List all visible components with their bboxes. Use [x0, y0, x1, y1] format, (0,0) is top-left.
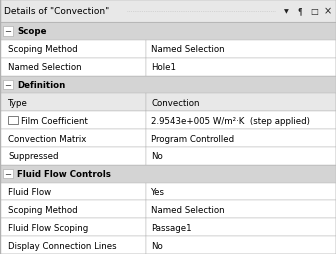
Text: Fluid Flow: Fluid Flow — [8, 187, 51, 196]
Bar — [146, 58, 336, 76]
Bar — [0, 58, 146, 76]
Text: −: − — [5, 169, 12, 179]
Bar — [0, 183, 146, 201]
Text: No: No — [151, 152, 163, 161]
Text: 2.9543e+005 W/m²·K  (step applied): 2.9543e+005 W/m²·K (step applied) — [151, 116, 310, 125]
Text: Convection Matrix: Convection Matrix — [8, 134, 86, 143]
Text: ¶: ¶ — [298, 7, 302, 16]
Text: Yes: Yes — [151, 187, 165, 196]
Bar — [0, 147, 146, 165]
Text: Details of "Convection": Details of "Convection" — [4, 7, 109, 16]
Bar — [0, 218, 146, 236]
Bar — [146, 201, 336, 218]
Bar — [146, 41, 336, 58]
Text: Convection: Convection — [151, 98, 200, 107]
Text: −: − — [5, 27, 12, 36]
Bar — [0, 130, 146, 147]
Bar — [0, 23, 336, 41]
Bar — [146, 183, 336, 201]
Text: ▼: ▼ — [284, 9, 288, 14]
Text: Fluid Flow Scoping: Fluid Flow Scoping — [8, 223, 88, 232]
Text: Scope: Scope — [17, 27, 47, 36]
Bar — [8, 116, 18, 125]
Text: Named Selection: Named Selection — [8, 63, 82, 72]
Bar — [0, 41, 146, 58]
Text: ×: × — [324, 6, 332, 17]
Bar — [0, 0, 336, 23]
Text: Display Connection Lines: Display Connection Lines — [8, 241, 117, 250]
Text: Film Coefficient: Film Coefficient — [21, 116, 88, 125]
Text: Scoping Method: Scoping Method — [8, 45, 78, 54]
Bar — [0, 165, 336, 183]
Bar — [0, 236, 146, 254]
Text: −: − — [5, 81, 12, 90]
Text: Suppressed: Suppressed — [8, 152, 58, 161]
Bar — [3, 81, 13, 90]
Bar — [0, 76, 336, 94]
Bar — [0, 94, 146, 112]
Bar — [146, 94, 336, 112]
Text: □: □ — [310, 7, 318, 16]
Text: No: No — [151, 241, 163, 250]
Bar — [0, 201, 146, 218]
Text: Definition: Definition — [17, 81, 66, 90]
Bar — [146, 236, 336, 254]
Bar — [3, 169, 13, 179]
Bar — [3, 27, 13, 36]
Text: Passage1: Passage1 — [151, 223, 192, 232]
Text: Type: Type — [8, 98, 28, 107]
Bar — [146, 112, 336, 130]
Text: Hole1: Hole1 — [151, 63, 176, 72]
Text: Named Selection: Named Selection — [151, 45, 225, 54]
Bar — [146, 218, 336, 236]
Text: Scoping Method: Scoping Method — [8, 205, 78, 214]
Text: Named Selection: Named Selection — [151, 205, 225, 214]
Bar — [146, 130, 336, 147]
Text: Fluid Flow Controls: Fluid Flow Controls — [17, 169, 111, 179]
Bar — [0, 112, 146, 130]
Text: Program Controlled: Program Controlled — [151, 134, 234, 143]
Bar — [146, 147, 336, 165]
